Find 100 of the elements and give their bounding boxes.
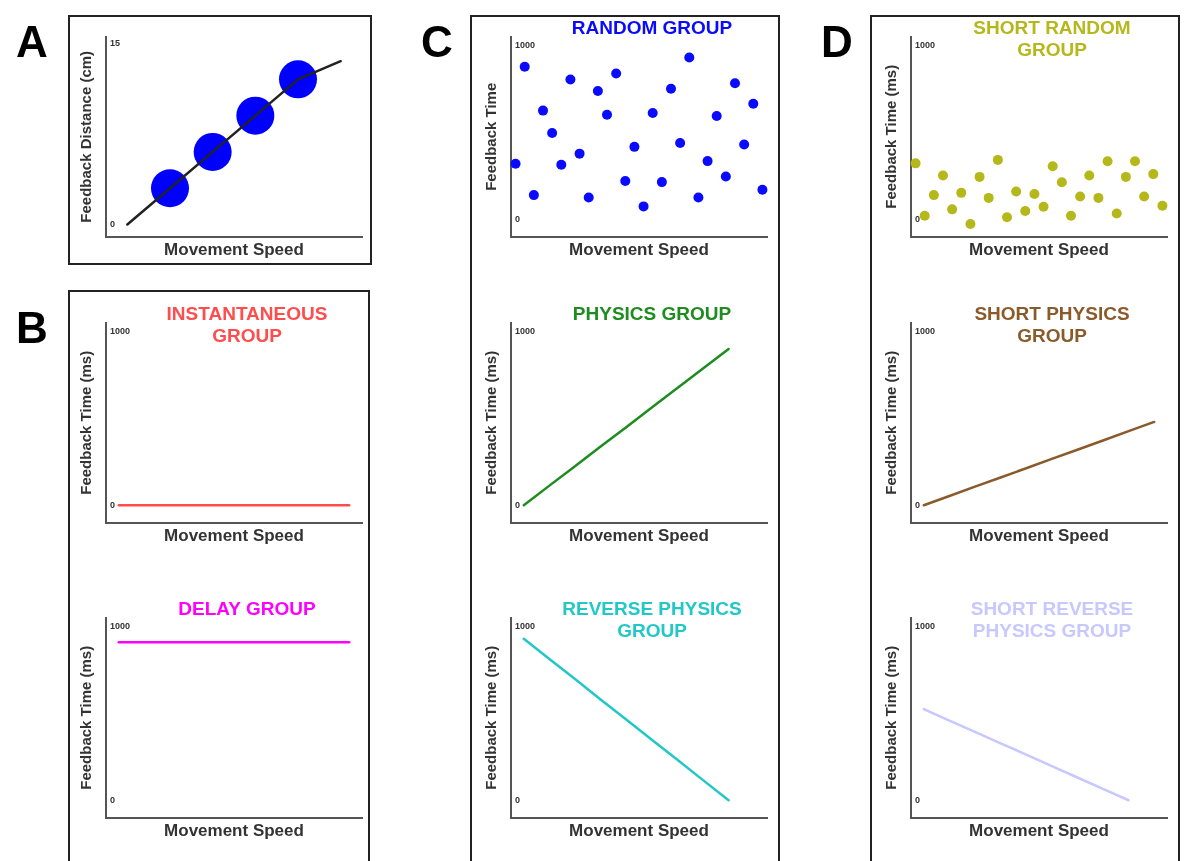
y-tick-label: 0 — [110, 218, 116, 229]
y-tick-label: 1000 — [915, 40, 936, 51]
point — [1066, 210, 1076, 221]
point — [1002, 212, 1012, 223]
y-tick-label: 0 — [515, 213, 521, 224]
point — [910, 158, 921, 169]
point — [1020, 206, 1031, 217]
point — [510, 158, 521, 169]
point — [720, 171, 731, 182]
y-axis-title: Feedback Time (ms) — [77, 645, 95, 790]
y-axis-title: Feedback Time — [482, 82, 500, 191]
chart-title: SHORT PHYSICS GROUP — [973, 303, 1131, 347]
y-tick-label: 15 — [110, 37, 121, 48]
x-axis-title: Movement Speed — [569, 821, 709, 841]
point — [656, 177, 667, 188]
point — [528, 190, 539, 201]
point — [620, 176, 631, 187]
x-axis-title: Movement Speed — [164, 821, 304, 841]
point — [1120, 171, 1131, 182]
y-axis-title: Feedback Time (ms) — [882, 645, 900, 790]
point — [938, 170, 948, 181]
point — [1075, 191, 1086, 202]
x-axis-title: Movement Speed — [569, 240, 709, 260]
point — [702, 156, 713, 167]
point — [538, 105, 548, 116]
point — [983, 192, 994, 203]
point — [629, 141, 640, 152]
point — [1102, 156, 1113, 167]
y-axis-title: Feedback Time (ms) — [77, 350, 95, 495]
point — [757, 184, 768, 195]
point — [919, 210, 930, 221]
text: B — [16, 303, 48, 353]
point — [1093, 192, 1104, 203]
point — [583, 192, 594, 203]
point — [684, 52, 695, 63]
point — [666, 83, 676, 94]
y-tick-label: 1000 — [515, 621, 536, 632]
point — [974, 171, 985, 182]
x-axis-title: Movement Speed — [969, 821, 1109, 841]
y-tick-label: 1000 — [515, 326, 536, 337]
point — [711, 110, 722, 121]
y-tick-label: 0 — [110, 499, 116, 510]
x-axis-title: Movement Speed — [569, 526, 709, 546]
y-axis-title: Feedback Time (ms) — [882, 350, 900, 495]
point — [602, 109, 612, 120]
y-tick-label: 1000 — [915, 326, 936, 337]
y-tick-label: 0 — [110, 794, 116, 805]
point — [956, 187, 967, 198]
point — [1084, 170, 1095, 181]
chart-title: DELAY GROUP — [177, 598, 317, 620]
x-axis-title: Movement Speed — [969, 526, 1109, 546]
y-axis-title: Feedback Distance (cm) — [77, 50, 95, 223]
point — [748, 98, 759, 109]
point — [1111, 208, 1122, 219]
point — [556, 159, 567, 170]
point — [647, 108, 658, 119]
text: C — [421, 17, 453, 67]
point — [1029, 189, 1040, 200]
chart-title: PHYSICS GROUP — [571, 303, 733, 325]
y-tick-label: 1000 — [110, 621, 131, 632]
y-axis-title: Feedback Time (ms) — [882, 64, 900, 209]
point — [730, 78, 740, 89]
x-axis-title: Movement Speed — [164, 240, 304, 260]
y-tick-label: 0 — [515, 794, 521, 805]
text: D — [821, 17, 853, 67]
point — [1139, 191, 1150, 202]
point — [611, 68, 622, 79]
chart-title: INSTANTANEOUS GROUP — [165, 303, 329, 347]
point — [1130, 156, 1140, 167]
text: A — [16, 17, 48, 67]
point — [592, 85, 603, 96]
chart-title: REVERSE PHYSICS GROUP — [561, 598, 743, 642]
point — [739, 139, 750, 150]
y-axis-title: Feedback Time (ms) — [482, 645, 500, 790]
point — [693, 192, 704, 203]
point — [1038, 201, 1049, 212]
point — [638, 201, 649, 212]
point — [547, 127, 558, 138]
x-axis-title: Movement Speed — [969, 240, 1109, 260]
point — [992, 154, 1003, 165]
y-tick-label: 0 — [515, 499, 521, 510]
y-tick-label: 0 — [915, 213, 921, 224]
y-tick-label: 0 — [915, 499, 921, 510]
point — [519, 61, 530, 72]
x-axis-title: Movement Speed — [164, 526, 304, 546]
point — [928, 190, 939, 201]
point — [1047, 161, 1058, 172]
y-axis-title: Feedback Time (ms) — [482, 350, 500, 495]
chart-title: SHORT RANDOM GROUP — [972, 17, 1132, 61]
chart-title: RANDOM GROUP — [570, 17, 734, 39]
point — [947, 204, 958, 215]
point — [565, 74, 576, 85]
point — [574, 148, 585, 159]
point — [675, 138, 686, 149]
point — [965, 218, 976, 229]
y-tick-label: 1000 — [515, 40, 536, 51]
y-tick-label: 0 — [915, 794, 921, 805]
point — [1011, 186, 1022, 197]
y-tick-label: 1000 — [915, 621, 936, 632]
y-tick-label: 1000 — [110, 326, 131, 337]
